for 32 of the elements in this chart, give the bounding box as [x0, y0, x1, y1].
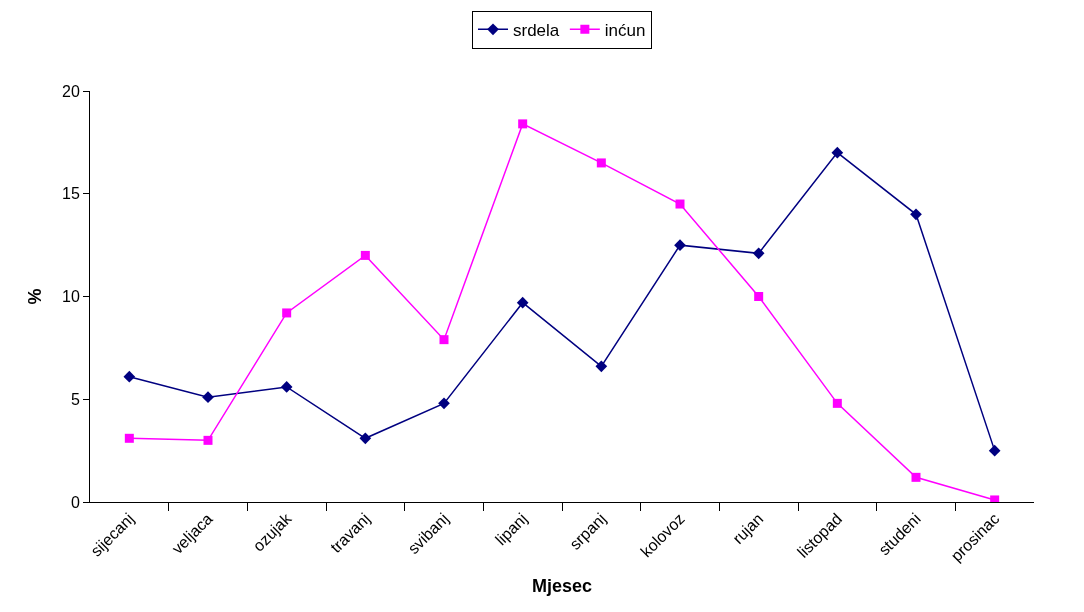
point — [832, 398, 842, 408]
point — [123, 370, 136, 383]
point — [203, 435, 213, 445]
legend-label: srdela — [513, 20, 560, 40]
point — [518, 119, 528, 129]
point — [595, 360, 608, 373]
point — [280, 381, 293, 393]
y-tick-label: 5 — [70, 390, 80, 408]
point — [752, 247, 765, 260]
point — [516, 296, 529, 309]
point — [675, 199, 685, 209]
point — [988, 444, 1001, 457]
point — [911, 472, 921, 482]
point — [596, 158, 606, 168]
y-tick-label: 0 — [70, 493, 80, 511]
point — [360, 250, 370, 260]
y-tick-label: 15 — [62, 185, 80, 203]
point — [124, 433, 134, 443]
point — [438, 397, 450, 410]
point — [910, 208, 922, 221]
y-axis-title: % — [25, 288, 46, 305]
point — [831, 146, 844, 159]
point — [439, 335, 449, 345]
point — [990, 495, 1000, 502]
legend-label: inćun — [604, 20, 646, 40]
y-tick-label: 20 — [62, 82, 80, 100]
x-axis-title: Mjesec — [531, 575, 593, 596]
point — [282, 308, 292, 318]
point — [202, 391, 214, 404]
y-tick-label: 10 — [62, 288, 80, 306]
point — [359, 432, 372, 445]
point — [754, 292, 764, 301]
